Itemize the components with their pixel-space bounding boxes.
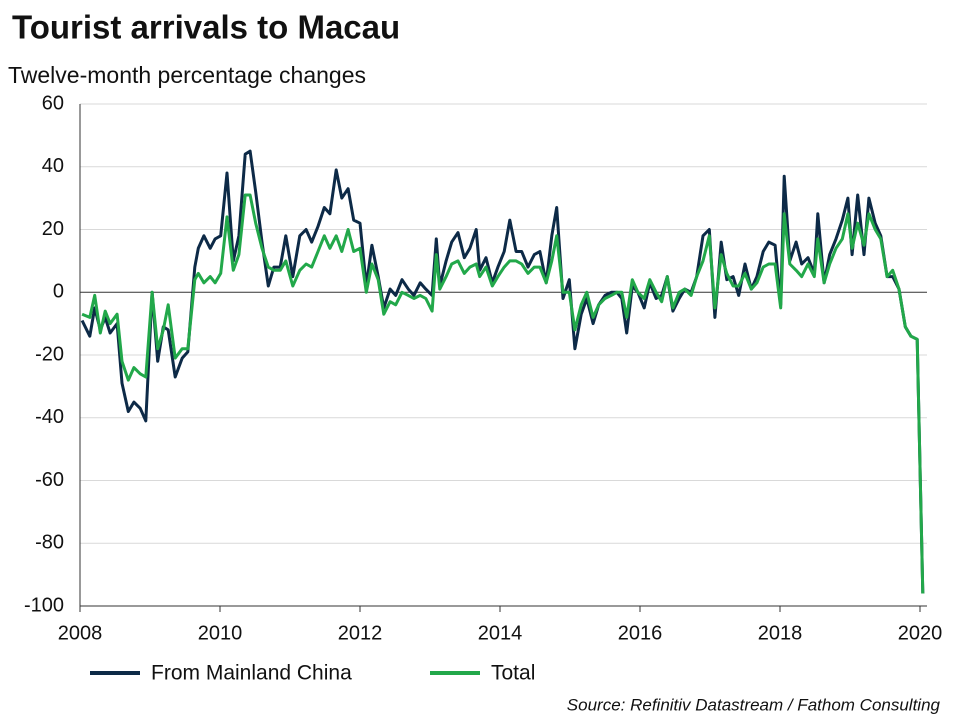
y-tick-label: -40 <box>35 406 64 428</box>
y-tick-label: 60 <box>42 92 64 114</box>
y-tick-label: -100 <box>24 594 64 616</box>
series-line <box>81 193 925 594</box>
x-tick-label: 2018 <box>758 622 803 644</box>
y-tick-label: -60 <box>35 469 64 491</box>
chart-subtitle: Twelve-month percentage changes <box>8 62 366 88</box>
y-tick-label: 20 <box>42 218 64 240</box>
series-line <box>80 149 925 594</box>
source-note: Source: Refinitiv Datastream / Fathom Co… <box>567 695 941 714</box>
x-tick-label: 2016 <box>618 622 663 644</box>
x-tick-label: 2010 <box>198 622 243 644</box>
x-tick-label: 2008 <box>58 622 103 644</box>
x-tick-label: 2012 <box>338 622 383 644</box>
y-tick-label: 0 <box>53 281 64 303</box>
chart-title: Tourist arrivals to Macau <box>12 9 400 46</box>
legend-label: From Mainland China <box>151 662 352 685</box>
x-tick-label: 2020 <box>898 622 943 644</box>
y-tick-label: 40 <box>42 155 64 177</box>
y-tick-label: -80 <box>35 532 64 554</box>
legend-label: Total <box>491 662 535 685</box>
x-tick-label: 2014 <box>478 622 523 644</box>
y-tick-label: -20 <box>35 343 64 365</box>
